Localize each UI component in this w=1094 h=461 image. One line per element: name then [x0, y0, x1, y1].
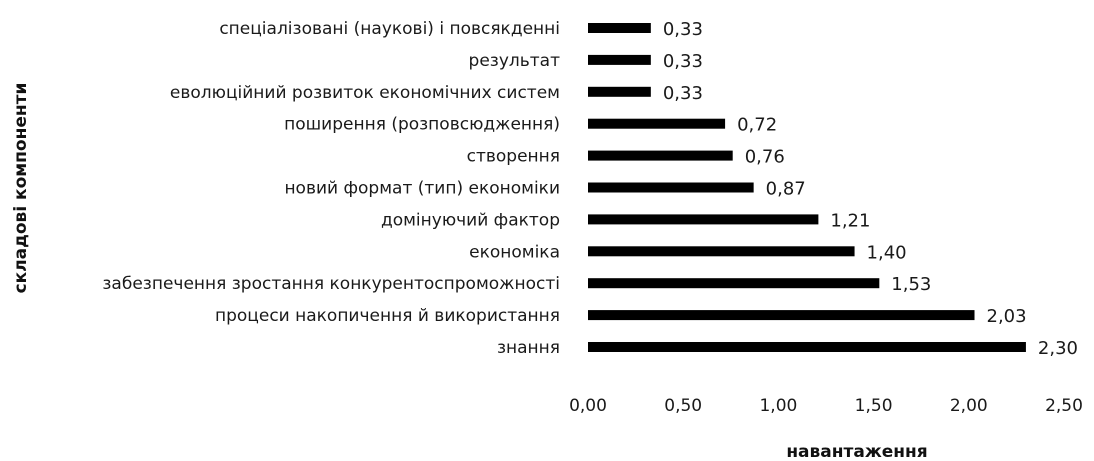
data-label: 0,76	[745, 147, 785, 168]
x-tick-label: 2,00	[950, 396, 988, 416]
data-label: 0,72	[737, 115, 777, 136]
bars	[588, 23, 1026, 352]
bar	[588, 214, 819, 225]
category-labels: знання процеси накопичення й використання…	[102, 19, 560, 358]
category-label: поширення (розповсюдження)	[284, 115, 560, 135]
category-label: еволюційний розвиток економічних систем	[170, 83, 560, 103]
bar	[588, 86, 651, 97]
data-label: 2,03	[987, 306, 1027, 327]
category-label: знання	[497, 338, 560, 358]
x-axis-ticks: 0,00 0,50 1,00 1,50 2,00 2,50	[569, 396, 1083, 416]
bar	[588, 278, 880, 289]
bar	[588, 118, 726, 129]
y-axis-title: складові компоненти	[11, 83, 31, 294]
data-label: 0,33	[663, 51, 703, 72]
x-tick-label: 1,50	[855, 396, 893, 416]
bar	[588, 246, 855, 257]
category-label: спеціалізовані (наукові) і повсякденні	[219, 19, 560, 39]
bar	[588, 54, 651, 65]
category-label: економіка	[469, 242, 560, 262]
bar	[588, 310, 975, 321]
x-tick-label: 0,50	[664, 396, 702, 416]
data-label: 0,33	[663, 19, 703, 40]
category-label: створення	[467, 147, 560, 167]
category-label: процеси накопичення й використання	[215, 306, 560, 326]
value-labels: 2,30 2,03 1,53 1,40 1,21 0,87 0,76 0,72 0,33 0,33…	[663, 19, 1078, 359]
data-label: 1,21	[830, 210, 870, 231]
x-axis-title: навантаження	[786, 442, 927, 461]
bar	[588, 342, 1026, 352]
bar	[588, 182, 754, 193]
data-label: 0,33	[663, 83, 703, 104]
category-label: забезпечення зростання конкурентоспромож…	[102, 274, 560, 294]
bar	[588, 23, 651, 33]
data-label: 1,40	[867, 242, 907, 263]
x-tick-label: 1,00	[759, 396, 797, 416]
category-label: новий формат (тип) економіки	[284, 179, 560, 199]
category-label: результат	[469, 51, 561, 71]
data-label: 0,87	[766, 179, 806, 200]
data-label: 1,53	[891, 274, 931, 295]
category-label: домінуючий фактор	[381, 210, 560, 230]
x-tick-label: 2,50	[1045, 396, 1083, 416]
x-tick-label: 0,00	[569, 396, 607, 416]
data-label: 2,30	[1038, 338, 1078, 359]
bar	[588, 150, 733, 161]
